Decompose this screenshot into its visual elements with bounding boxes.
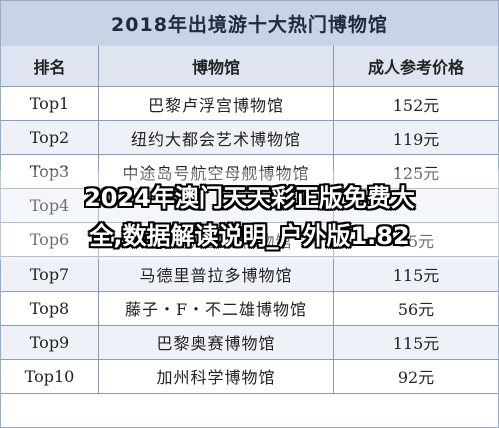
table-row: Top10 加州科学博物馆 92元 <box>1 359 498 394</box>
museum-cell <box>99 189 334 223</box>
museum-cell: 纽约大都会艺术博物馆 <box>99 121 334 155</box>
rank-cell: Top4 <box>1 189 99 223</box>
price-cell: 115元 <box>392 334 440 354</box>
rank-cell: Top10 <box>1 359 99 393</box>
rank-cell: Top9 <box>1 325 99 359</box>
museum-cell: 加州科学博物馆 <box>99 359 334 393</box>
price-cell: 92元 <box>397 368 435 388</box>
price-cell: 119元 <box>392 129 440 149</box>
museum-cell: 巴黎奥赛博物馆 <box>99 325 334 359</box>
museum-cell: 台湾海洋生物博物馆 <box>99 223 334 257</box>
header-price: 成人参考价格 <box>367 58 464 77</box>
table-row: Top1 巴黎卢浮宫博物馆 152元 <box>1 87 498 122</box>
overlay-headline-line2: 全,数据解读说明_户外版1.82 <box>89 222 410 250</box>
rank-cell: Top3 <box>1 155 99 189</box>
museum-cell: 藤子・F・不二雄博物馆 <box>99 291 334 325</box>
price-cell: 56元 <box>397 300 435 320</box>
rank-cell: Top8 <box>1 291 99 325</box>
table-title: 2018年出境游十大热门博物馆 <box>1 1 498 46</box>
rank-cell: Top7 <box>1 257 99 291</box>
header-museum: 博物馆 <box>99 46 334 86</box>
table-row: Top2 纽约大都会艺术博物馆 119元 <box>1 121 498 156</box>
overlay-headline-line1: 2024年澳门天天彩正版免费大 <box>84 184 415 212</box>
table-row: Top6 台湾海洋生物博物馆 95元 <box>1 223 498 258</box>
watermark-band <box>0 170 499 260</box>
table-row: Top7 马德里普拉多博物馆 115元 <box>1 257 498 292</box>
table-row: Top8 藤子・F・不二雄博物馆 56元 <box>1 291 498 326</box>
price-cell: 152元 <box>392 95 440 115</box>
price-cell: 125元 <box>392 163 440 183</box>
museum-cell: 巴黎卢浮宫博物馆 <box>99 87 334 121</box>
museum-cell: 中途岛号航空母舰博物馆 <box>99 155 334 189</box>
header-rank: 排名 <box>1 46 99 86</box>
rank-cell: Top6 <box>1 223 99 257</box>
price-cell: 95元 <box>397 231 435 251</box>
table-row: Top9 巴黎奥赛博物馆 115元 <box>1 325 498 360</box>
table-row: Top3 中途岛号航空母舰博物馆 125元 <box>1 155 498 190</box>
museum-cell: 马德里普拉多博物馆 <box>99 257 334 291</box>
table-header-row: 排名 博物馆 成人参考价格 <box>1 46 498 87</box>
price-cell: 115元 <box>392 266 440 286</box>
table-row: Top4 <box>1 189 498 224</box>
rank-cell: Top2 <box>1 121 99 155</box>
rank-cell: Top1 <box>1 87 99 121</box>
table-body: Top1 巴黎卢浮宫博物馆 152元 Top2 纽约大都会艺术博物馆 119元 … <box>1 87 498 394</box>
